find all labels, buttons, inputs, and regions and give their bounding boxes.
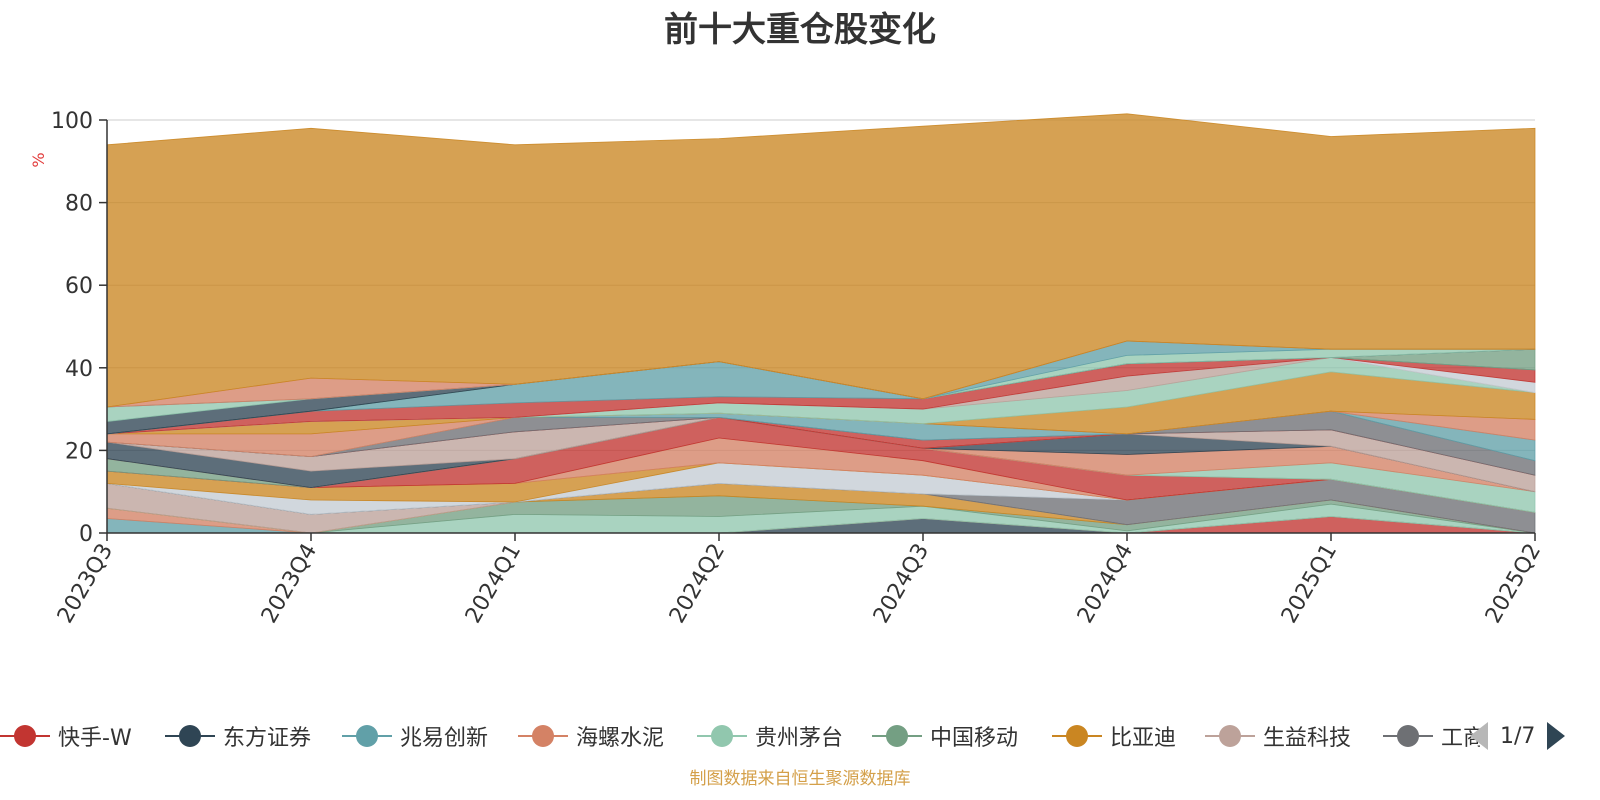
y-tick-label-3: 60 bbox=[65, 274, 93, 299]
chart-title: 前十大重仓股变化 bbox=[664, 10, 936, 50]
legend-item-7[interactable]: 生益科技 bbox=[1205, 718, 1351, 754]
area-series-group bbox=[106, 113, 1536, 534]
legend-label: 东方证券 bbox=[223, 726, 312, 751]
legend-pager: 1/7 bbox=[1470, 718, 1566, 754]
y-tick-label-0: 0 bbox=[79, 522, 93, 547]
legend-label: 海螺水泥 bbox=[576, 726, 665, 751]
legend-page-indicator: 1/7 bbox=[1500, 723, 1536, 749]
y-tick-label-2: 40 bbox=[65, 357, 93, 382]
legend-item-4[interactable]: 贵州茅台 bbox=[697, 718, 843, 754]
legend-item-2[interactable]: 兆易创新 bbox=[342, 718, 488, 754]
y-tick-labels: 0 20 40 60 80 100 bbox=[51, 109, 93, 547]
source-note: 制图数据来自恒生聚源数据库 bbox=[689, 769, 911, 789]
legend-label: 比亚迪 bbox=[1110, 726, 1177, 751]
legend-marker-icon bbox=[342, 718, 392, 754]
legend-marker-icon bbox=[0, 718, 50, 754]
x-tick-label-3: 2024Q2 bbox=[665, 540, 730, 628]
legend-label: 贵州茅台 bbox=[755, 726, 844, 751]
y-tick-label-1: 20 bbox=[65, 439, 93, 464]
legend-marker-icon bbox=[165, 718, 215, 754]
legend-marker-icon bbox=[697, 718, 747, 754]
legend-item-0[interactable]: 快手-W bbox=[0, 718, 132, 754]
legend-item-5[interactable]: 中国移动 bbox=[872, 718, 1018, 754]
legend-marker-icon bbox=[872, 718, 922, 754]
legend-item-1[interactable]: 东方证券 bbox=[165, 718, 311, 754]
x-tick-label-6: 2025Q1 bbox=[1277, 540, 1342, 628]
x-tick-label-0: 2023Q3 bbox=[53, 540, 118, 628]
legend-item-8[interactable]: 工商 bbox=[1383, 718, 1480, 754]
legend-next-page-icon[interactable] bbox=[1547, 722, 1566, 750]
legend-label: 快手-W bbox=[58, 726, 132, 751]
y-tick-label-4: 80 bbox=[65, 192, 93, 217]
axes bbox=[99, 119, 1536, 541]
y-axis-unit: % bbox=[29, 152, 48, 167]
legend-marker-icon bbox=[518, 718, 568, 754]
legend-marker-icon bbox=[1383, 718, 1433, 754]
x-tick-label-4: 2024Q3 bbox=[869, 540, 934, 628]
legend-item-3[interactable]: 海螺水泥 bbox=[518, 718, 664, 754]
y-tick-label-5: 100 bbox=[51, 109, 93, 134]
legend-label: 中国移动 bbox=[930, 726, 1019, 751]
area-series-34 bbox=[106, 113, 1536, 408]
legend-label: 生益科技 bbox=[1263, 726, 1352, 751]
x-tick-label-7: 2025Q2 bbox=[1481, 540, 1546, 628]
x-tick-labels: 2023Q3 2023Q4 2024Q1 2024Q2 2024Q3 2024Q4 2025… bbox=[53, 540, 1546, 628]
x-tick-label-1: 2023Q4 bbox=[257, 540, 322, 628]
legend-label: 兆易创新 bbox=[400, 726, 489, 751]
x-tick-label-2: 2024Q1 bbox=[461, 540, 526, 628]
legend: 快手-W 东方证券 兆易创新 海螺水泥 贵州茅台 中国移动 比亚迪 生益科技 工商 bbox=[0, 718, 1480, 754]
legend-item-6[interactable]: 比亚迪 bbox=[1052, 718, 1176, 754]
legend-marker-icon bbox=[1205, 718, 1255, 754]
x-tick-label-5: 2024Q4 bbox=[1073, 540, 1138, 628]
legend-marker-icon bbox=[1052, 718, 1102, 754]
legend-prev-page-icon[interactable] bbox=[1470, 722, 1488, 750]
